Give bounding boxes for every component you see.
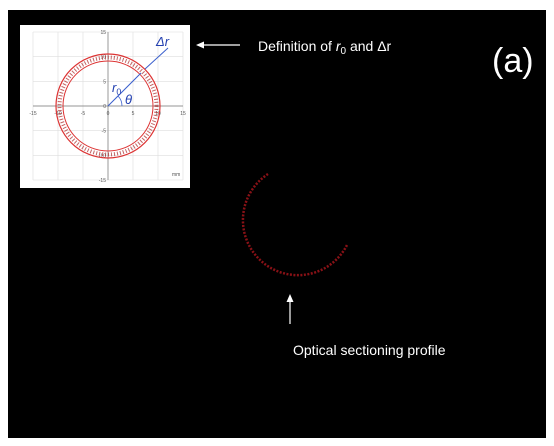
- panel-label: (a): [492, 42, 534, 80]
- y-tick-label: 15: [100, 30, 106, 36]
- y-tick-label: -5: [102, 129, 107, 135]
- x-tick-label: 15: [180, 111, 186, 117]
- text: Δr: [377, 38, 391, 54]
- y-tick-label: -15: [99, 178, 106, 184]
- unit-label: mm: [172, 172, 180, 178]
- x-tick-label: -5: [81, 111, 86, 117]
- theta-label: θ: [125, 92, 132, 107]
- profile-label: Optical sectioning profile: [293, 342, 446, 358]
- x-tick-label: -15: [29, 111, 36, 117]
- text: Definition of: [258, 38, 336, 54]
- x-tick-label: 5: [132, 111, 135, 117]
- y-tick-label: 5: [103, 79, 106, 85]
- figure: -15-10-5051015151050-5-10-15r0Δrθmm Defi…: [0, 0, 554, 446]
- text: and: [346, 38, 377, 54]
- delta-r-label: Δr: [155, 34, 170, 49]
- y-tick-label: 0: [103, 104, 106, 110]
- text: 0: [116, 87, 121, 97]
